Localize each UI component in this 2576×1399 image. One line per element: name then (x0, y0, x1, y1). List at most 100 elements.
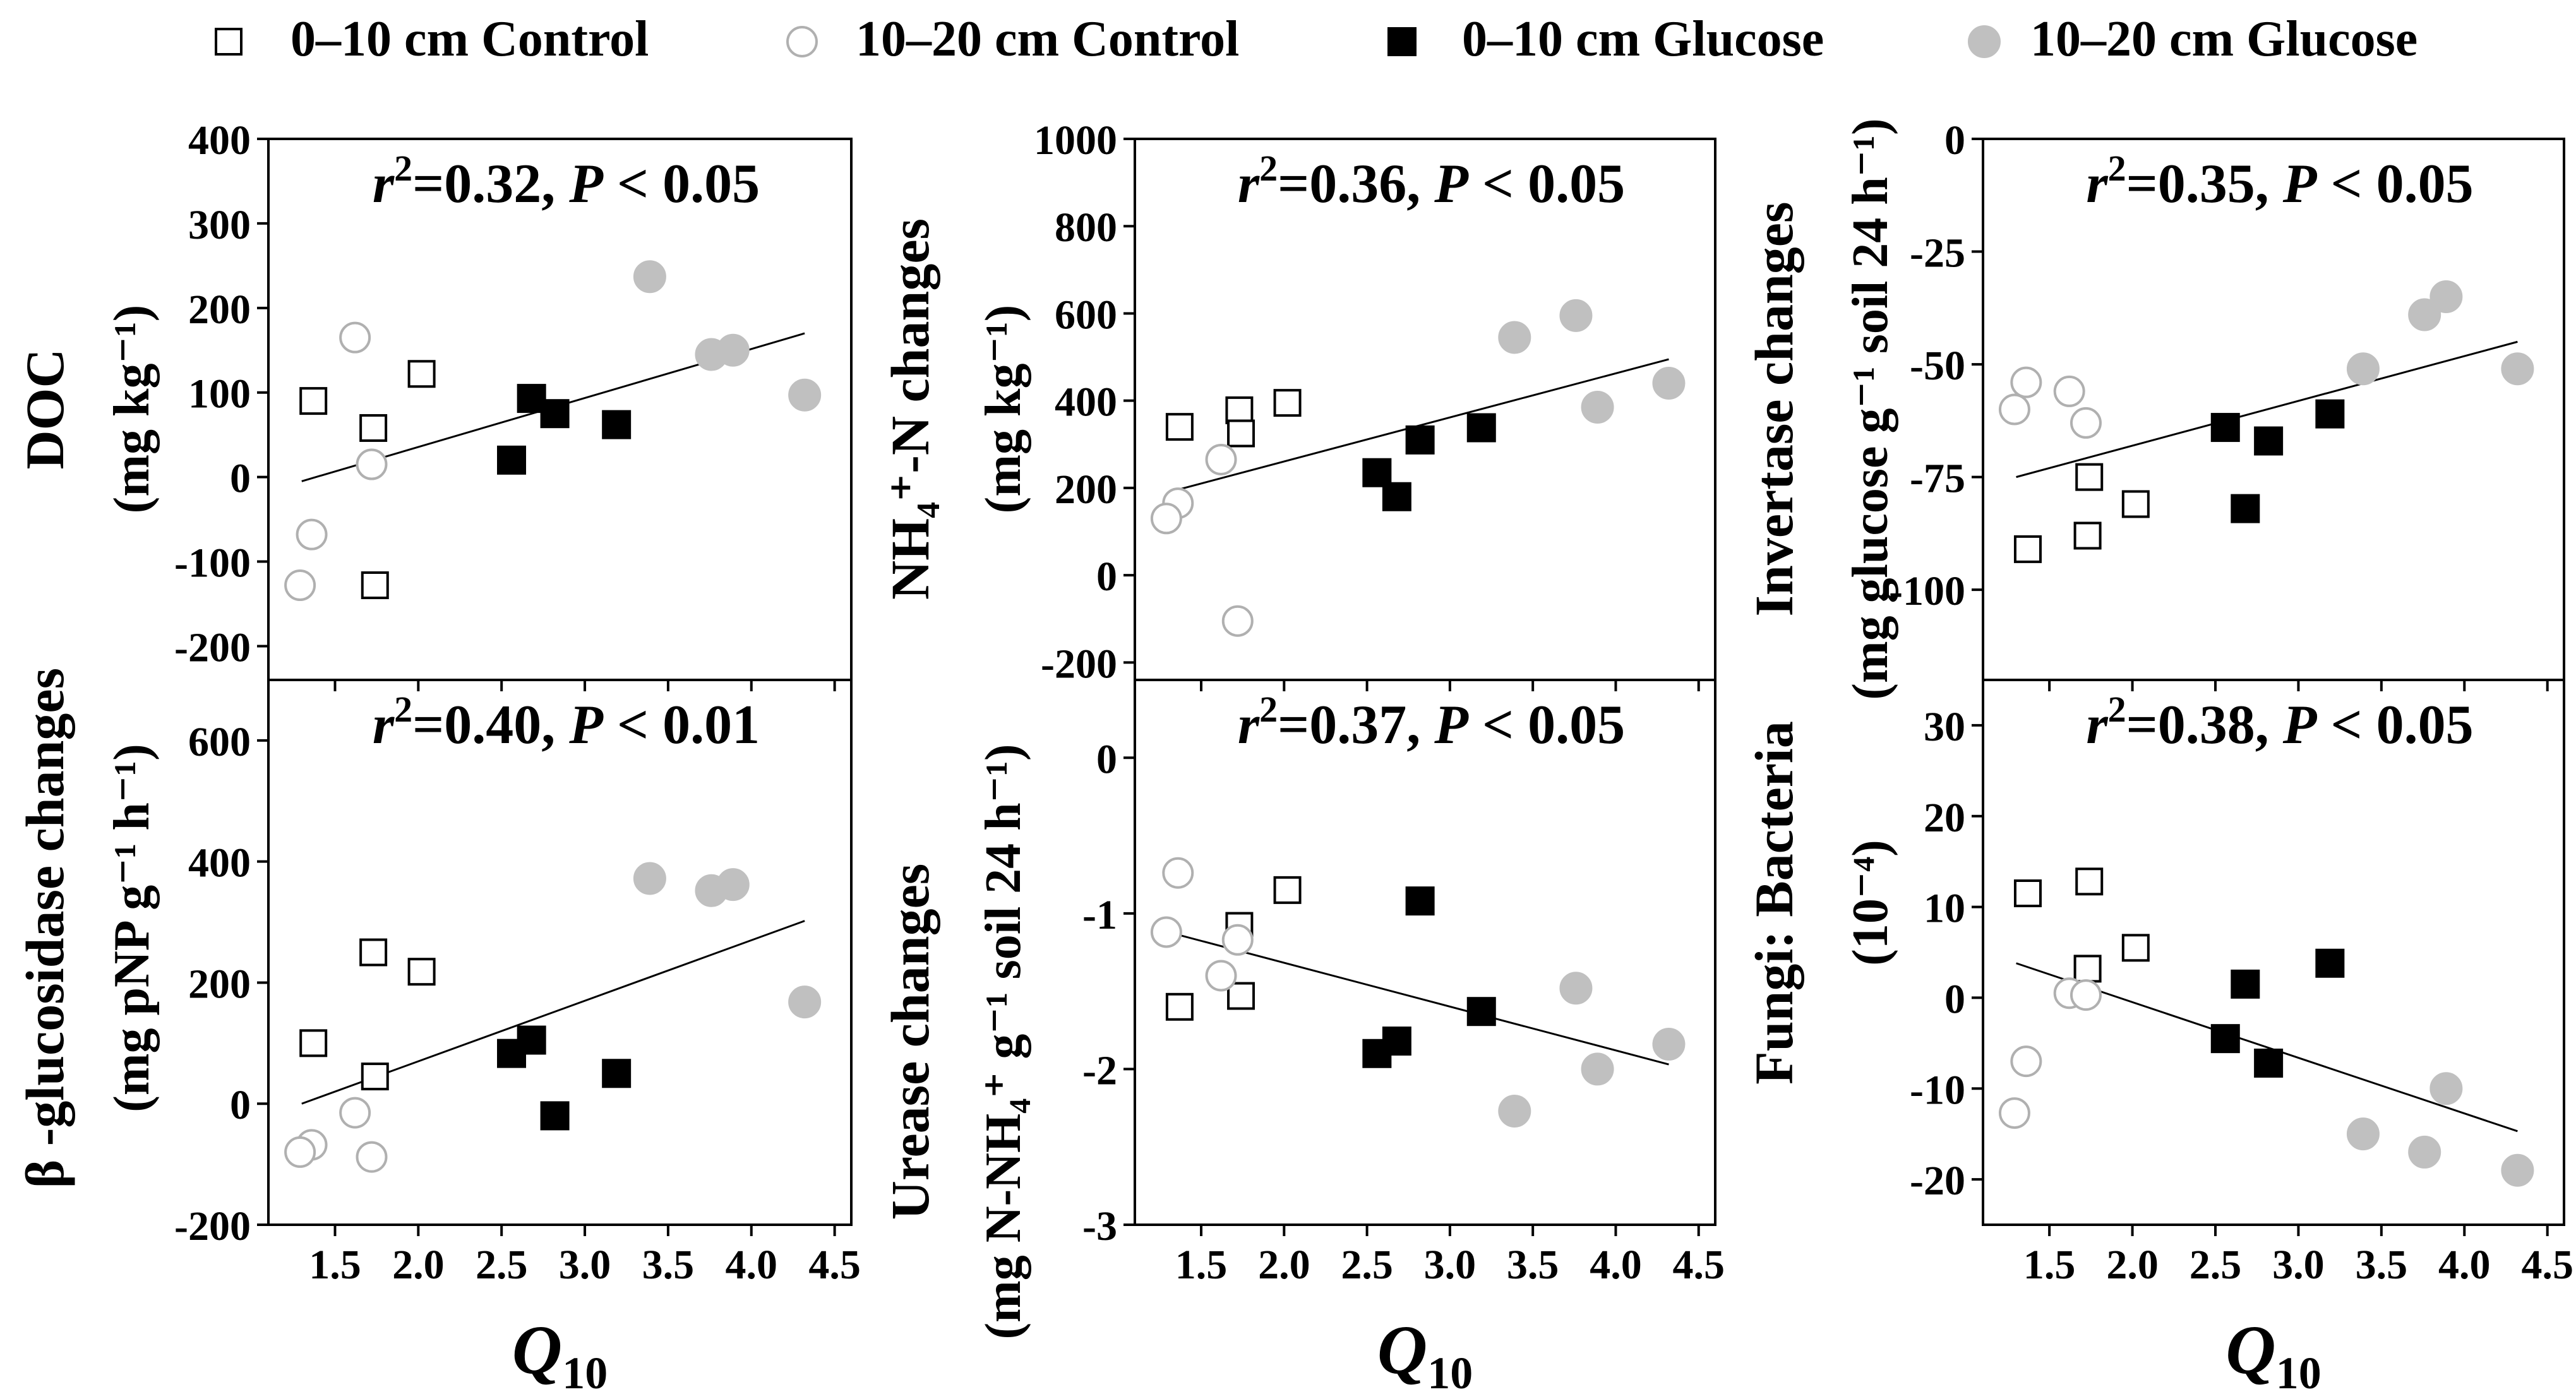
y-tick-label: 600 (1055, 292, 1117, 338)
x-tick-label: 4.5 (808, 1242, 861, 1288)
x-tick-label: 3.0 (1424, 1242, 1477, 1288)
r-symbol: r (373, 153, 395, 215)
r2-value: =0.38, (2126, 694, 2283, 756)
point-open-circle (2010, 1045, 2042, 1078)
x-tick-label: 2.5 (2190, 1242, 2242, 1288)
x-tick-label: 2.5 (476, 1242, 528, 1288)
p-symbol: P (1434, 694, 1469, 756)
point-open-square (1225, 396, 1254, 424)
x-label-subscript: 10 (562, 1348, 608, 1396)
y-label-line-2: (mg N-NH₄⁺ g⁻¹ soil 24 h⁻¹) (976, 744, 1031, 1339)
y-label-line-1: Invertase changes (1744, 202, 1804, 617)
x-axis-label: Q10 (1377, 1311, 1473, 1396)
point-open-circle (1221, 924, 1254, 956)
point-open-square (2121, 934, 2150, 962)
point-filled-square (497, 445, 527, 475)
point-open-square (1273, 389, 1302, 417)
r-superscript: 2 (394, 148, 412, 189)
point-filled-circle (1581, 1052, 1614, 1086)
y-tick-label: -3 (1082, 1203, 1117, 1249)
point-filled-circle (2408, 1135, 2441, 1169)
r2-value: =0.35, (2126, 153, 2283, 215)
legend-label-2: 10–20 cm Control (856, 11, 1239, 67)
y-label-line-1: Urease changes (880, 864, 940, 1220)
p-value: < 0.05 (2317, 153, 2474, 215)
point-open-square (2073, 521, 2102, 550)
x-tick-label: 1.5 (1175, 1242, 1228, 1288)
point-open-circle (356, 448, 388, 480)
fit-line (1168, 931, 1669, 1066)
point-filled-square (2315, 948, 2345, 978)
legend-marker-1 (215, 28, 243, 56)
legend-marker-2 (786, 26, 818, 57)
point-open-square (1165, 413, 1194, 441)
point-filled-circle (1559, 972, 1593, 1005)
point-open-circle (284, 1136, 316, 1168)
fit-line (2016, 340, 2518, 479)
point-filled-circle (1652, 1027, 1686, 1061)
point-filled-circle (788, 985, 822, 1019)
x-tick-label: 2.0 (1258, 1242, 1310, 1288)
y-tick-label: -20 (1910, 1158, 1965, 1204)
p-symbol: P (1434, 153, 1469, 215)
point-open-circle (1998, 1097, 2030, 1129)
point-open-circle (1162, 857, 1194, 889)
y-tick-label: 400 (188, 840, 251, 886)
point-open-square (2121, 490, 2150, 518)
point-open-circle (284, 569, 316, 602)
x-label-subscript: 10 (1427, 1348, 1473, 1396)
y-label-line-1: Fungi: Bacteria (1744, 721, 1804, 1085)
x-label-subscript: 10 (2276, 1348, 2321, 1396)
legend: 0–10 cm Control 10–20 cm Control 0–10 cm G… (215, 11, 2417, 67)
point-filled-square (2231, 494, 2260, 523)
panel-fungi_bacteria: -20 -10 0 10 20 30 1.5 2.0 2.5 3.0 3.5 4.0 4.5 r2=0.3… (1744, 679, 2573, 1398)
y-label-line-1: DOC (15, 348, 75, 469)
point-open-square (2073, 955, 2102, 983)
point-filled-square (1466, 413, 1496, 443)
fit-annotation: r2=0.36, P < 0.05 (1238, 148, 1625, 215)
panel-urease: -3 -2 -1 0 1.5 2.0 2.5 3.0 3.5 4.0 4.5 r2=0.37, P <… (880, 679, 1725, 1398)
point-filled-square (602, 1059, 632, 1088)
r-superscript: 2 (2108, 148, 2126, 189)
y-tick-label: 0 (1096, 736, 1117, 782)
point-filled-circle (2408, 298, 2441, 331)
r-symbol: r (2086, 153, 2108, 215)
r2-value: =0.36, (1278, 153, 1434, 215)
panel-doc: -200 -100 0 100 200 300 400 r2=0.32, P < 0.05 DO… (15, 117, 853, 691)
r2-value: =0.32, (412, 153, 569, 215)
p-symbol: P (2282, 153, 2318, 215)
x-tick-label: 3.5 (2356, 1242, 2408, 1288)
y-tick-label: -50 (1910, 343, 1965, 389)
point-open-square (1273, 876, 1302, 904)
x-tick-label: 4.5 (1672, 1242, 1725, 1288)
point-open-circle (1150, 503, 1182, 535)
p-symbol: P (568, 153, 604, 215)
point-open-circle (1205, 443, 1237, 475)
y-tick-label: 100 (188, 371, 251, 417)
fit-annotation: r2=0.35, P < 0.05 (2086, 148, 2473, 215)
y-tick-label: 800 (1055, 205, 1117, 251)
legend-label-3: 0–10 cm Glucose (1462, 11, 1824, 67)
y-tick-label: 1000 (1034, 117, 1117, 164)
x-tick-label: 4.0 (726, 1242, 778, 1288)
y-label-line-2: (mg kg⁻¹) (104, 305, 160, 514)
point-filled-square (517, 1025, 546, 1055)
r-symbol: r (1238, 694, 1260, 756)
y-tick-label: 200 (188, 287, 251, 333)
point-open-circle (1150, 916, 1182, 948)
point-open-square (299, 387, 328, 415)
r2-value: =0.37, (1278, 694, 1434, 756)
point-filled-square (540, 1101, 570, 1131)
point-filled-circle (1498, 321, 1531, 354)
point-filled-circle (1581, 391, 1614, 424)
point-open-circle (2070, 407, 2102, 439)
legend-label-1: 0–10 cm Control (291, 11, 649, 67)
point-open-circle (339, 1097, 371, 1129)
y-tick-label: 200 (188, 961, 251, 1007)
point-filled-square (2231, 969, 2260, 999)
point-open-square (2075, 463, 2104, 491)
y-tick-label: 0 (230, 456, 251, 502)
x-label-main: Q (1377, 1311, 1427, 1388)
y-tick-label: -75 (1910, 456, 1965, 502)
